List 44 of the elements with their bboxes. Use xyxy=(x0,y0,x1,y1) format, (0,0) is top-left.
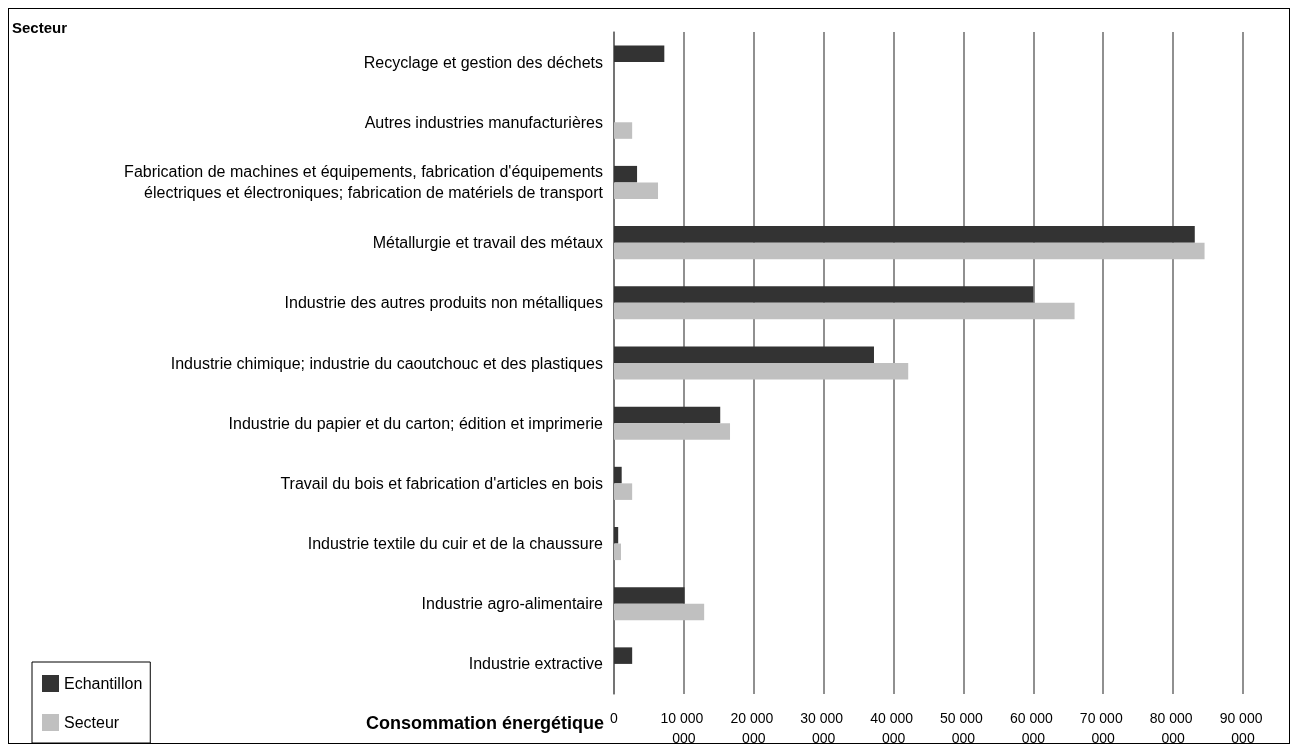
x-tick-label: 20 000 000 xyxy=(730,710,778,746)
bar xyxy=(614,122,633,139)
bar xyxy=(614,346,874,363)
bar xyxy=(614,483,633,500)
y-tick-label: Industrie des autres produits non métalliques xyxy=(284,294,603,312)
bar xyxy=(614,242,1205,260)
bar xyxy=(614,406,721,424)
legend-label: Echantillon xyxy=(64,675,143,692)
bar xyxy=(614,363,909,380)
y-tick-label: Métallurgie et travail des métaux xyxy=(372,234,603,252)
bar xyxy=(614,587,685,604)
bar xyxy=(614,466,622,484)
y-tick-label: Industrie agro-alimentaire xyxy=(421,595,604,613)
bar xyxy=(614,286,1034,303)
legend-label: Secteur xyxy=(64,714,120,731)
x-tick-label: 10 000 000 xyxy=(660,710,708,746)
y-tick-label: Fabrication de machines et équipements, fabrication d'équipements électriques et électroniques; fabrication de matériels de transport xyxy=(124,163,604,202)
x-tick-label: 60 000 000 xyxy=(1009,710,1057,746)
x-tick-label: 30 000 000 xyxy=(800,710,848,746)
y-tick-label: Autres industries manufacturières xyxy=(364,113,603,131)
bar xyxy=(614,647,633,664)
y-tick-label: Industrie textile du cuir et de la chaussure xyxy=(307,535,604,553)
bar xyxy=(614,182,659,199)
bar xyxy=(614,226,1195,243)
y-tick-label: Industrie du papier et du carton; édition et imprimerie xyxy=(228,414,604,432)
y-tick-label: Industrie extractive xyxy=(468,655,604,673)
bar xyxy=(614,603,705,621)
text: Secteur xyxy=(12,19,68,36)
bar xyxy=(614,302,1075,320)
bar xyxy=(614,165,638,183)
y-tick-label: Travail du bois et fabrication d'articles en bois xyxy=(280,474,603,492)
bar xyxy=(614,45,665,63)
bar xyxy=(614,423,731,440)
x-axis-title: Consommation énergétique xyxy=(365,713,604,733)
x-tick-label: 70 000 000 xyxy=(1079,710,1127,746)
x-tick-label: 90 000 000 xyxy=(1219,710,1267,746)
x-tick-label: 40 000 000 xyxy=(870,710,917,746)
x-tick-label: 0 xyxy=(610,710,619,726)
bar xyxy=(614,527,619,544)
x-tick-label: 80 000 000 xyxy=(1149,710,1197,746)
y-tick-label: Recyclage et gestion des déchets xyxy=(363,53,603,71)
y-tick-label: Industrie chimique; industrie du caoutchouc et des plastiques xyxy=(170,354,603,372)
x-tick-label: 50 000 000 xyxy=(940,710,987,746)
bar xyxy=(614,543,621,561)
